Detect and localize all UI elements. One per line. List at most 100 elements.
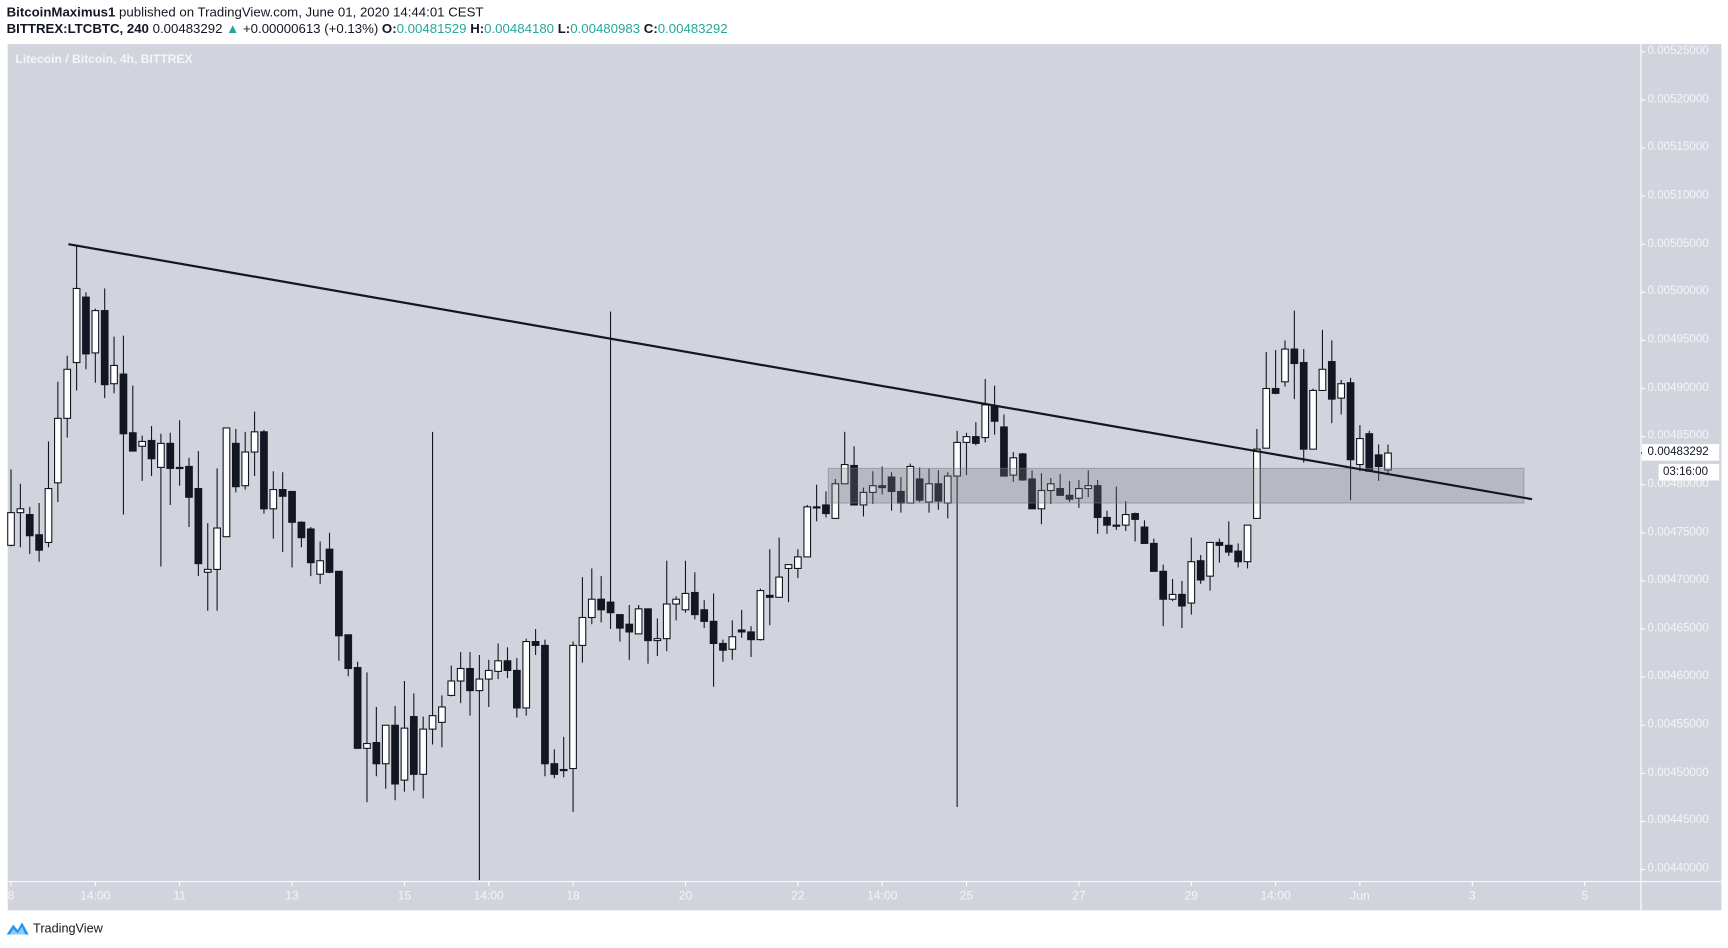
low-label: L:: [557, 20, 571, 37]
candle-down: [737, 629, 746, 633]
candle-down: [372, 742, 381, 765]
candle-up: [91, 310, 100, 354]
candle-up: [859, 491, 868, 506]
tradingview-logo[interactable]: TradingView: [6, 921, 103, 935]
publish-text: published on TradingView.com, June 01, 2…: [115, 4, 484, 20]
candle-up: [587, 598, 596, 619]
candle-down: [260, 431, 268, 510]
candle-up: [447, 680, 456, 696]
candle-up: [72, 287, 81, 364]
candle-up: [316, 560, 324, 575]
candle-down: [644, 608, 652, 642]
candle-down: [297, 521, 306, 539]
candle-down: [1000, 426, 1008, 477]
candle-up: [16, 508, 25, 514]
candle-up: [494, 660, 502, 672]
candle-down: [231, 442, 240, 488]
time-tick-label: 5: [1581, 889, 1589, 903]
time-tick-label: 13: [285, 889, 299, 903]
candle-up: [456, 667, 465, 682]
candle-down: [550, 763, 559, 775]
candle-down: [100, 310, 109, 386]
candle-down: [25, 514, 34, 537]
time-tick-label: 18: [566, 889, 580, 903]
candle-up: [428, 715, 437, 730]
candle-up: [1037, 489, 1046, 510]
candle-up: [1262, 387, 1271, 449]
candle-down: [1299, 361, 1308, 450]
high-label: H:: [470, 20, 485, 37]
time-tick-label: 11: [173, 889, 186, 903]
time-tick-label: 14:00: [80, 889, 111, 903]
price-tick-label: 0.00485000: [1647, 428, 1709, 443]
candle-up: [784, 564, 793, 569]
candle-up: [1121, 514, 1130, 526]
candle-up: [1384, 452, 1392, 471]
chart-panel[interactable]: [7, 44, 1722, 911]
last-price: 0.00483292: [152, 20, 223, 37]
candle-up: [981, 404, 990, 439]
candle-up: [438, 706, 446, 723]
candle-up: [672, 598, 680, 605]
candle-down: [35, 534, 43, 551]
price-tick-label: 0.00445000: [1647, 813, 1709, 827]
candle-up: [1112, 524, 1121, 527]
price-tick-label: 0.00520000: [1647, 92, 1709, 106]
candle-down: [878, 485, 887, 489]
candle-down: [1215, 541, 1224, 546]
candle-up: [569, 644, 577, 770]
price-tick-label: 0.00475000: [1647, 525, 1709, 539]
candle-down: [278, 488, 287, 497]
candle-up: [1243, 524, 1252, 563]
candle-up: [1084, 485, 1093, 490]
candle-up: [775, 576, 783, 598]
candle-down: [1093, 485, 1102, 518]
time-tick-label: Jun: [1350, 889, 1370, 903]
candle-down: [512, 669, 521, 709]
time-tick-label: 22: [791, 889, 805, 903]
price-tick-label: 0.00505000: [1647, 236, 1709, 250]
candle-up: [475, 678, 484, 692]
candle-down: [700, 609, 709, 622]
price-tick-label: 0.00455000: [1647, 717, 1709, 731]
candle-up: [44, 488, 53, 544]
candle-down: [1290, 348, 1299, 365]
time-tick-label: 20: [678, 889, 693, 903]
candle-up: [1281, 348, 1289, 383]
open-value: 0.00481529: [396, 20, 467, 37]
candle-down: [147, 439, 156, 460]
candle-down: [1056, 488, 1065, 496]
candle-down: [335, 570, 343, 637]
candle-down: [503, 660, 512, 671]
candle-up: [222, 427, 231, 538]
candle-up: [203, 568, 212, 573]
candle-up: [868, 485, 877, 493]
candle-up: [110, 364, 118, 385]
price-tick-label: 0.00465000: [1647, 621, 1709, 635]
candle-up: [681, 592, 690, 611]
candle-down: [119, 373, 128, 435]
candle-up: [831, 483, 840, 519]
candle-down: [288, 490, 296, 523]
candle-down: [990, 405, 999, 422]
current-price-label: 0.00483292: [1642, 444, 1720, 461]
time-tick-label: 15: [397, 889, 412, 903]
candle-up: [653, 638, 662, 642]
candle-down: [1346, 382, 1355, 461]
candle-up: [662, 603, 671, 640]
trendline: [68, 243, 1533, 501]
candle-up: [1253, 448, 1261, 519]
candle-down: [1140, 526, 1149, 544]
candle-down: [1028, 478, 1036, 510]
open-label: O:: [381, 20, 397, 37]
author-name[interactable]: BitcoinMaximus1: [6, 4, 116, 20]
time-tick-label: 29: [1184, 889, 1199, 903]
candle-down: [616, 614, 624, 629]
candle-down: [606, 601, 615, 614]
price-tick-label: 0.00460000: [1647, 669, 1709, 683]
symbol-info: BITTREX:LTCBTC, 240 0.00483292 ▲ +0.0000…: [7, 21, 728, 36]
candle-up: [559, 768, 568, 772]
candle-up: [578, 616, 587, 646]
